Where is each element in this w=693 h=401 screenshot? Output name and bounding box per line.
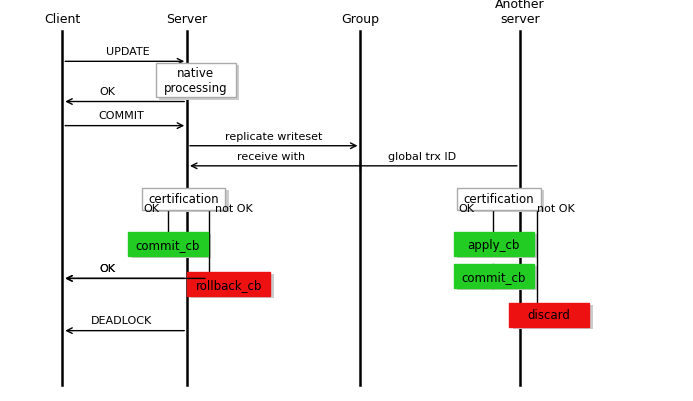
Text: Server: Server <box>166 13 208 26</box>
Text: discard: discard <box>528 308 570 321</box>
FancyBboxPatch shape <box>457 188 541 211</box>
Text: Another
server: Another server <box>495 0 545 26</box>
Text: replicate writeset: replicate writeset <box>225 131 322 141</box>
Text: certification: certification <box>464 193 534 206</box>
FancyBboxPatch shape <box>457 235 537 259</box>
Text: commit_cb: commit_cb <box>462 270 526 283</box>
Text: OK: OK <box>99 87 116 97</box>
FancyBboxPatch shape <box>146 190 229 213</box>
FancyBboxPatch shape <box>159 66 239 100</box>
FancyBboxPatch shape <box>128 233 208 257</box>
FancyBboxPatch shape <box>132 235 211 259</box>
FancyBboxPatch shape <box>513 305 593 329</box>
Text: OK: OK <box>99 263 116 273</box>
FancyBboxPatch shape <box>187 273 270 297</box>
Text: OK: OK <box>459 203 475 213</box>
Text: DEADLOCK: DEADLOCK <box>91 316 152 326</box>
FancyBboxPatch shape <box>461 190 544 213</box>
FancyBboxPatch shape <box>454 233 534 257</box>
Text: native
processing: native processing <box>164 67 227 95</box>
Text: Client: Client <box>44 13 80 26</box>
Text: OK: OK <box>99 263 116 273</box>
Text: commit_cb: commit_cb <box>136 238 200 251</box>
FancyBboxPatch shape <box>156 64 236 98</box>
Text: not OK: not OK <box>215 203 252 213</box>
Text: not OK: not OK <box>537 203 574 213</box>
FancyBboxPatch shape <box>142 188 225 211</box>
Text: receive with: receive with <box>237 151 305 161</box>
Text: rollback_cb: rollback_cb <box>195 278 262 291</box>
FancyBboxPatch shape <box>454 265 534 289</box>
Text: COMMIT: COMMIT <box>98 111 144 121</box>
FancyBboxPatch shape <box>509 303 589 327</box>
Text: UPDATE: UPDATE <box>107 47 150 57</box>
Text: Group: Group <box>342 13 379 26</box>
Text: OK: OK <box>143 203 159 213</box>
FancyBboxPatch shape <box>457 267 537 291</box>
FancyBboxPatch shape <box>191 275 274 299</box>
Text: apply_cb: apply_cb <box>468 238 520 251</box>
Text: global trx ID: global trx ID <box>388 151 456 161</box>
Text: certification: certification <box>148 193 219 206</box>
